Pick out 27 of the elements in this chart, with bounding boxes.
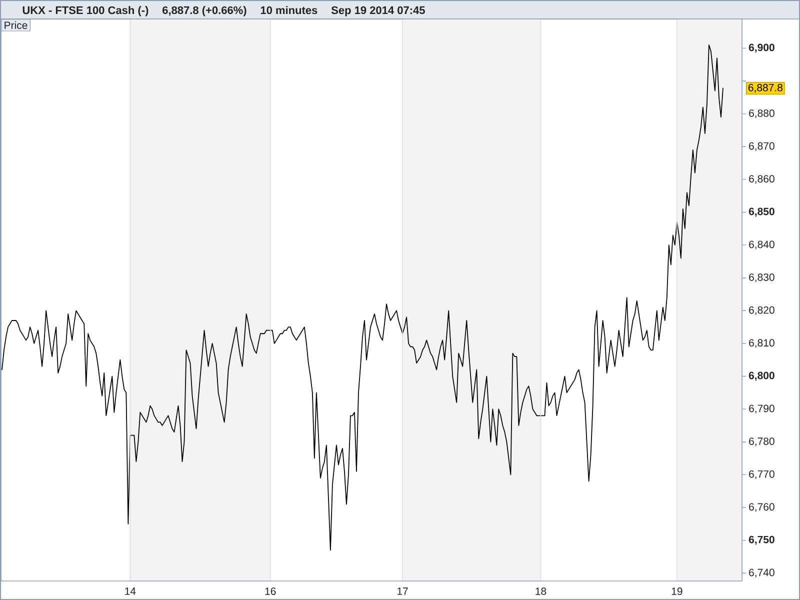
y-tick-label: 6,810 [749, 339, 774, 348]
y-tick-label: 6,740 [749, 568, 774, 578]
y-tick-label: 6,800 [748, 372, 774, 381]
text: 6,887.8 [748, 84, 782, 93]
x-tick-label: 18 [536, 588, 546, 595]
x-tick-label: 14 [125, 588, 136, 595]
x-tick-label: 17 [398, 588, 408, 595]
y-tick-label: 6,900 [748, 44, 774, 53]
y-tick-label: 6,820 [749, 306, 774, 316]
chart-title: UKX - FTSE 100 Cash (-) [22, 6, 148, 16]
y-tick-label: 6,780 [749, 438, 774, 446]
chart-subtitle: 6,887.8 (+0.66%) [162, 6, 246, 16]
y-tick-label: 6,760 [749, 503, 774, 512]
text: Sep 19 2014 07:45 [331, 6, 425, 16]
text: 10 minutes [260, 6, 318, 14]
y-tick-label: 6,770 [749, 470, 774, 480]
y-tick-label: 6,880 [749, 109, 774, 118]
y-tick-label: 6,860 [749, 175, 774, 184]
y-tick-label: 6,870 [749, 142, 774, 151]
x-tick-label: 19 [672, 588, 682, 595]
x-tick-label: 16 [265, 588, 276, 595]
y-tick-label: 6,850 [748, 208, 774, 217]
y-tick-label: 6,830 [749, 274, 774, 282]
y-tick-label: 6,750 [748, 536, 774, 545]
annotation: Price [4, 21, 28, 30]
y-tick-label: 6,790 [749, 404, 774, 414]
y-tick-label: 6,840 [749, 240, 774, 250]
